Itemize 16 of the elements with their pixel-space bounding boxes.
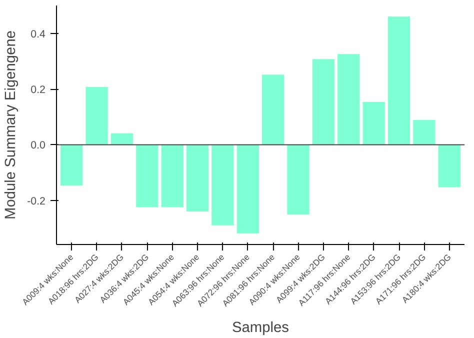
bar bbox=[85, 86, 108, 145]
bar bbox=[60, 144, 84, 186]
x-axis-title: Samples bbox=[232, 320, 290, 336]
y-tick-label: -0.2 bbox=[27, 195, 46, 208]
bar bbox=[286, 144, 310, 216]
bar bbox=[262, 74, 285, 145]
bar bbox=[186, 144, 210, 212]
y-axis-title: Module Summary Eigengene bbox=[3, 30, 20, 220]
bar bbox=[110, 132, 134, 145]
bar bbox=[312, 58, 336, 145]
bar bbox=[412, 119, 436, 145]
bar bbox=[438, 144, 461, 188]
y-tick-label: 0.4 bbox=[30, 28, 46, 41]
y-tick-label: 0.2 bbox=[30, 84, 46, 96]
bar bbox=[387, 16, 411, 145]
y-tick-label: 0.0 bbox=[30, 140, 46, 152]
